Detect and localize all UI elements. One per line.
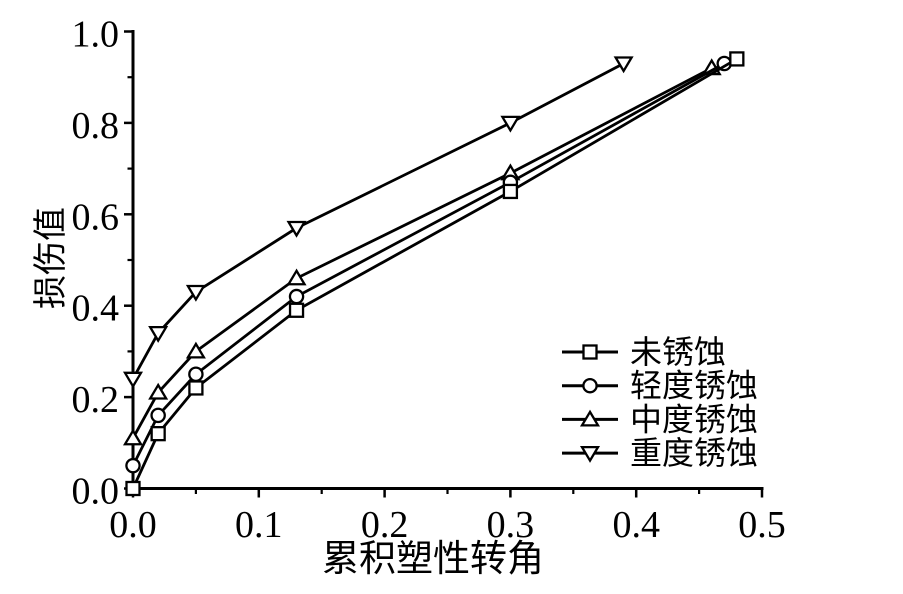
legend-label: 未锈蚀 — [630, 334, 726, 370]
marker-square — [150, 426, 166, 442]
y-tick-label: 0.4 — [72, 288, 120, 330]
legend-marker-triangle-down — [579, 445, 601, 463]
x-tick-label: 0.2 — [361, 504, 409, 546]
x-axis-title: 累积塑性转角 — [322, 538, 544, 580]
marker-triangle-up — [122, 428, 144, 446]
legend-marker-circle — [582, 377, 598, 394]
marker-triangle-down — [286, 220, 307, 238]
marker-square — [188, 380, 204, 396]
marker-triangle-down — [185, 284, 206, 302]
legend-label: 重度锈蚀 — [630, 435, 758, 471]
legend-item: 重度锈蚀 — [562, 435, 758, 471]
marker-triangle-up — [148, 382, 169, 400]
marker-triangle-down — [613, 56, 634, 74]
x-tick-label: 0.1 — [235, 504, 283, 546]
legend-item: 中度锈蚀 — [562, 401, 758, 437]
series-layer — [122, 51, 745, 497]
legend-marker-triangle-up — [579, 409, 601, 427]
series-line — [131, 66, 713, 439]
x-tick-label: 0.3 — [487, 504, 535, 546]
marker-square — [288, 302, 305, 318]
marker-triangle-down — [148, 325, 169, 343]
legend-label: 中度锈蚀 — [630, 401, 758, 437]
marker-circle — [125, 457, 141, 474]
marker-square — [502, 183, 519, 200]
marker-square — [125, 480, 141, 497]
marker-triangle-up — [185, 341, 206, 359]
x-tick-label: 0.5 — [738, 504, 786, 546]
legend-item: 轻度锈蚀 — [562, 368, 758, 404]
x-tick-label: 0.4 — [612, 504, 660, 546]
series-line — [131, 62, 625, 380]
y-tick-label: 0.6 — [72, 196, 120, 238]
marker-circle — [188, 366, 204, 382]
x-tick-label: 0.0 — [109, 504, 157, 546]
series-square — [125, 51, 745, 497]
marker-triangle-down — [500, 115, 521, 133]
y-tick-label: 0.0 — [72, 471, 120, 513]
y-tick-label: 1.0 — [72, 14, 120, 56]
y-axis-title: 损伤值 — [32, 207, 70, 309]
legend-marker-square — [582, 344, 598, 360]
marker-square — [729, 51, 745, 67]
marker-triangle-up — [286, 268, 307, 286]
y-tick-label: 0.8 — [72, 105, 120, 147]
marker-triangle-down — [122, 371, 144, 389]
legend-item: 未锈蚀 — [562, 334, 726, 370]
axes-layer: 0.0 0.1 0.2 0.3 0.4 0.5 0.0 0.2 0.4 0.6 0.8 1.0 — [72, 14, 786, 547]
series-line — [131, 57, 738, 490]
series-line — [131, 62, 725, 467]
y-tick-label: 0.2 — [72, 379, 120, 421]
series-triangle-down — [122, 56, 634, 389]
legend-label: 轻度锈蚀 — [630, 368, 758, 404]
marker-circle — [150, 407, 166, 424]
marker-circle — [288, 288, 305, 305]
